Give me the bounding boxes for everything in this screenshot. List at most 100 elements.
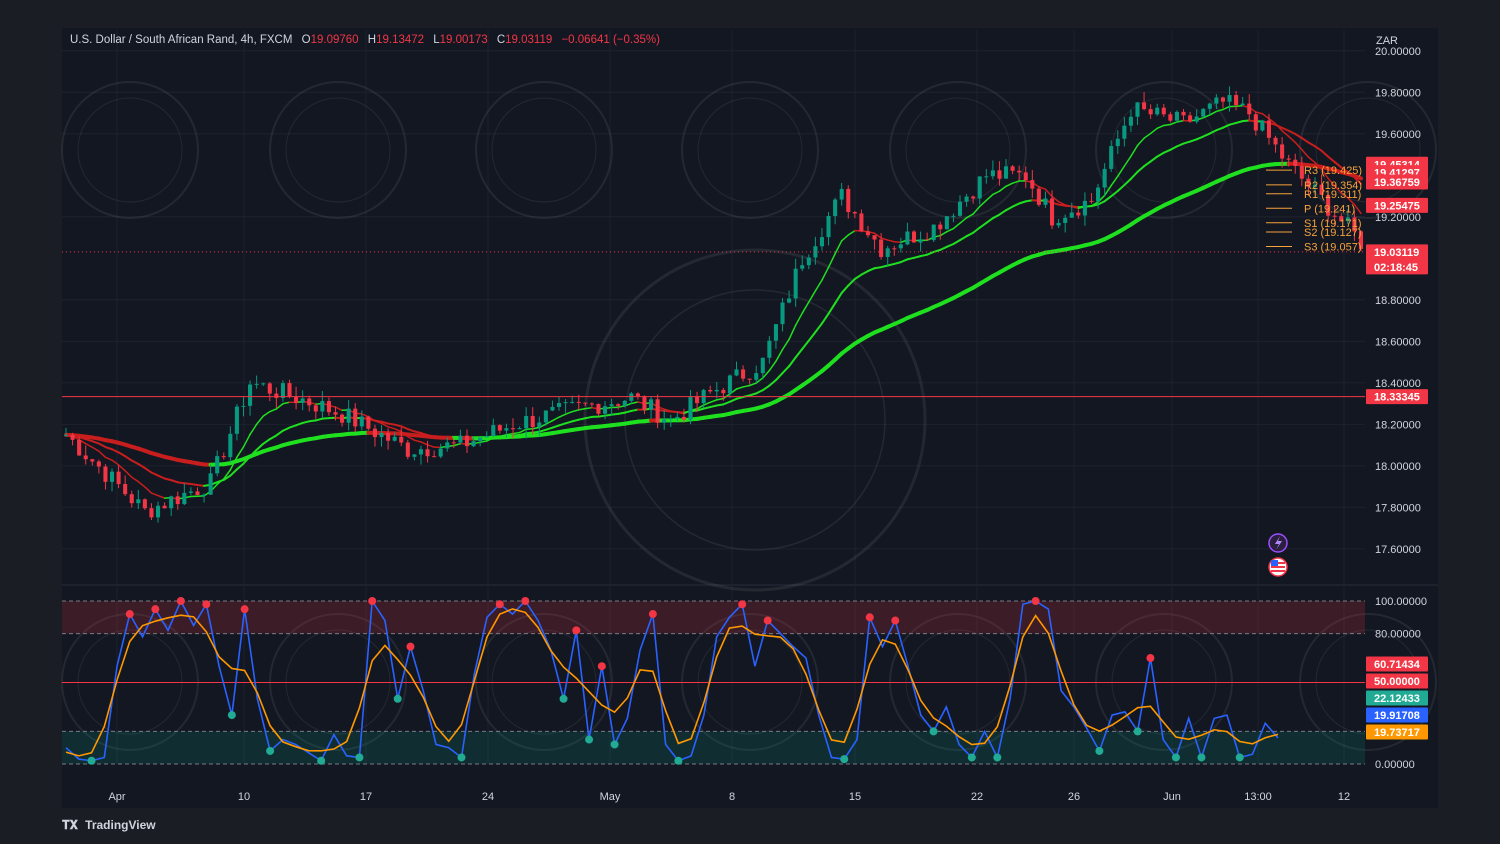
tradingview-logo[interactable]: 𝐓𝐗 TradingView bbox=[62, 818, 156, 833]
candle-body bbox=[129, 494, 134, 504]
pivot-label: S3 (19.057) bbox=[1304, 241, 1361, 253]
ema-segment bbox=[709, 404, 718, 409]
candle-body bbox=[629, 393, 634, 401]
ema-segment bbox=[124, 455, 133, 462]
candle-body bbox=[215, 456, 220, 474]
ema-segment bbox=[1011, 180, 1020, 184]
ema-segment bbox=[1143, 160, 1152, 168]
y-tick-label: 17.60000 bbox=[1375, 544, 1421, 556]
stoch-cross-marker bbox=[648, 610, 657, 619]
watermark-circle bbox=[697, 97, 803, 203]
ema-segment bbox=[1294, 141, 1303, 151]
ema-segment bbox=[1333, 161, 1343, 169]
ema-segment bbox=[1353, 203, 1362, 215]
stoch-badge bbox=[1366, 673, 1428, 689]
candle-body bbox=[1240, 103, 1245, 106]
candle-body bbox=[944, 216, 949, 230]
ema-segment bbox=[912, 255, 922, 259]
watermark-circle bbox=[285, 97, 391, 203]
ema-segment bbox=[670, 410, 679, 413]
ema-segment bbox=[1346, 170, 1356, 179]
candle-body bbox=[885, 248, 890, 257]
symbol-legend: U.S. Dollar / South African Rand, 4h, FX… bbox=[70, 34, 660, 46]
candle-body bbox=[892, 248, 897, 250]
ema-segment bbox=[531, 430, 541, 434]
candle-body bbox=[1358, 231, 1364, 249]
stoch-cross-marker bbox=[1133, 727, 1142, 736]
stoch-cross-marker bbox=[610, 740, 619, 749]
candle-body bbox=[642, 396, 647, 410]
price-badge bbox=[1366, 174, 1428, 190]
candle-body bbox=[195, 491, 200, 495]
ema-segment bbox=[762, 369, 771, 379]
ema-segment bbox=[1123, 177, 1132, 187]
candle-body bbox=[228, 433, 233, 458]
ema-segment bbox=[1221, 123, 1231, 129]
ema-segment bbox=[774, 372, 784, 382]
candle-body bbox=[1017, 170, 1022, 173]
ema-segment bbox=[1123, 155, 1132, 167]
candle-body bbox=[497, 425, 502, 431]
ema-segment bbox=[1235, 120, 1244, 124]
ema-segment bbox=[998, 185, 1007, 193]
ema-segment bbox=[334, 406, 343, 412]
ema-segment bbox=[130, 459, 140, 466]
ema-segment bbox=[571, 409, 580, 413]
ema-segment bbox=[985, 193, 994, 202]
ema-segment bbox=[1136, 165, 1146, 173]
watermark-circle bbox=[475, 81, 613, 219]
ema-segment bbox=[1163, 123, 1172, 127]
candle-body bbox=[320, 401, 325, 412]
lightning-icon[interactable] bbox=[1268, 533, 1288, 553]
price-badge bbox=[1366, 389, 1428, 405]
chart-frame[interactable] bbox=[62, 28, 1438, 808]
ema-segment bbox=[965, 231, 975, 238]
candle-body bbox=[1345, 217, 1350, 222]
x-tick-label: 13:00 bbox=[1244, 791, 1272, 803]
candle-body bbox=[1082, 200, 1087, 216]
ema-segment bbox=[965, 213, 974, 219]
candle-body bbox=[202, 494, 207, 496]
ema-segment bbox=[407, 435, 416, 441]
x-tick-label: Apr bbox=[108, 791, 125, 803]
ema-segment bbox=[157, 494, 166, 499]
candle-body bbox=[1030, 180, 1035, 189]
candle-body bbox=[77, 439, 82, 456]
candle-body bbox=[695, 396, 700, 404]
candle-body bbox=[1253, 114, 1258, 131]
candle-body bbox=[1352, 217, 1357, 232]
ema-segment bbox=[485, 437, 495, 442]
candle-body bbox=[1063, 217, 1068, 223]
ema-segment bbox=[558, 413, 567, 418]
ema-segment bbox=[512, 431, 521, 435]
y-tick-label: 18.80000 bbox=[1375, 295, 1421, 307]
candle-body bbox=[1299, 165, 1304, 179]
watermark-circle bbox=[77, 97, 183, 203]
ema-segment bbox=[1195, 135, 1205, 141]
y-tick-label: 18.60000 bbox=[1375, 336, 1421, 348]
ema-segment bbox=[1129, 170, 1139, 180]
watermark-circle bbox=[61, 81, 199, 219]
candle-body bbox=[747, 378, 752, 380]
ema-segment bbox=[170, 479, 179, 484]
change-value: −0.06641 (−0.35%) bbox=[561, 34, 660, 46]
ema-segment bbox=[1202, 114, 1211, 119]
candle-body bbox=[846, 188, 851, 213]
stoch-cross-marker bbox=[240, 605, 249, 614]
ema-segment bbox=[1156, 151, 1165, 158]
countdown-label: 02:18:45 bbox=[1374, 262, 1418, 274]
ema-segment bbox=[518, 428, 527, 434]
ema-segment bbox=[1261, 112, 1270, 120]
us-flag-icon[interactable] bbox=[1268, 557, 1288, 577]
ema-segment bbox=[1018, 200, 1027, 205]
ema-segment bbox=[433, 436, 442, 440]
ema-segment bbox=[820, 312, 830, 325]
candle-body bbox=[918, 239, 923, 243]
ema-segment bbox=[985, 217, 994, 224]
ema-segment bbox=[1169, 121, 1178, 126]
ema-segment bbox=[906, 256, 915, 261]
ema-segment bbox=[137, 463, 146, 470]
price-badge-label: 18.33345 bbox=[1374, 392, 1420, 404]
ema-segment bbox=[419, 432, 429, 437]
